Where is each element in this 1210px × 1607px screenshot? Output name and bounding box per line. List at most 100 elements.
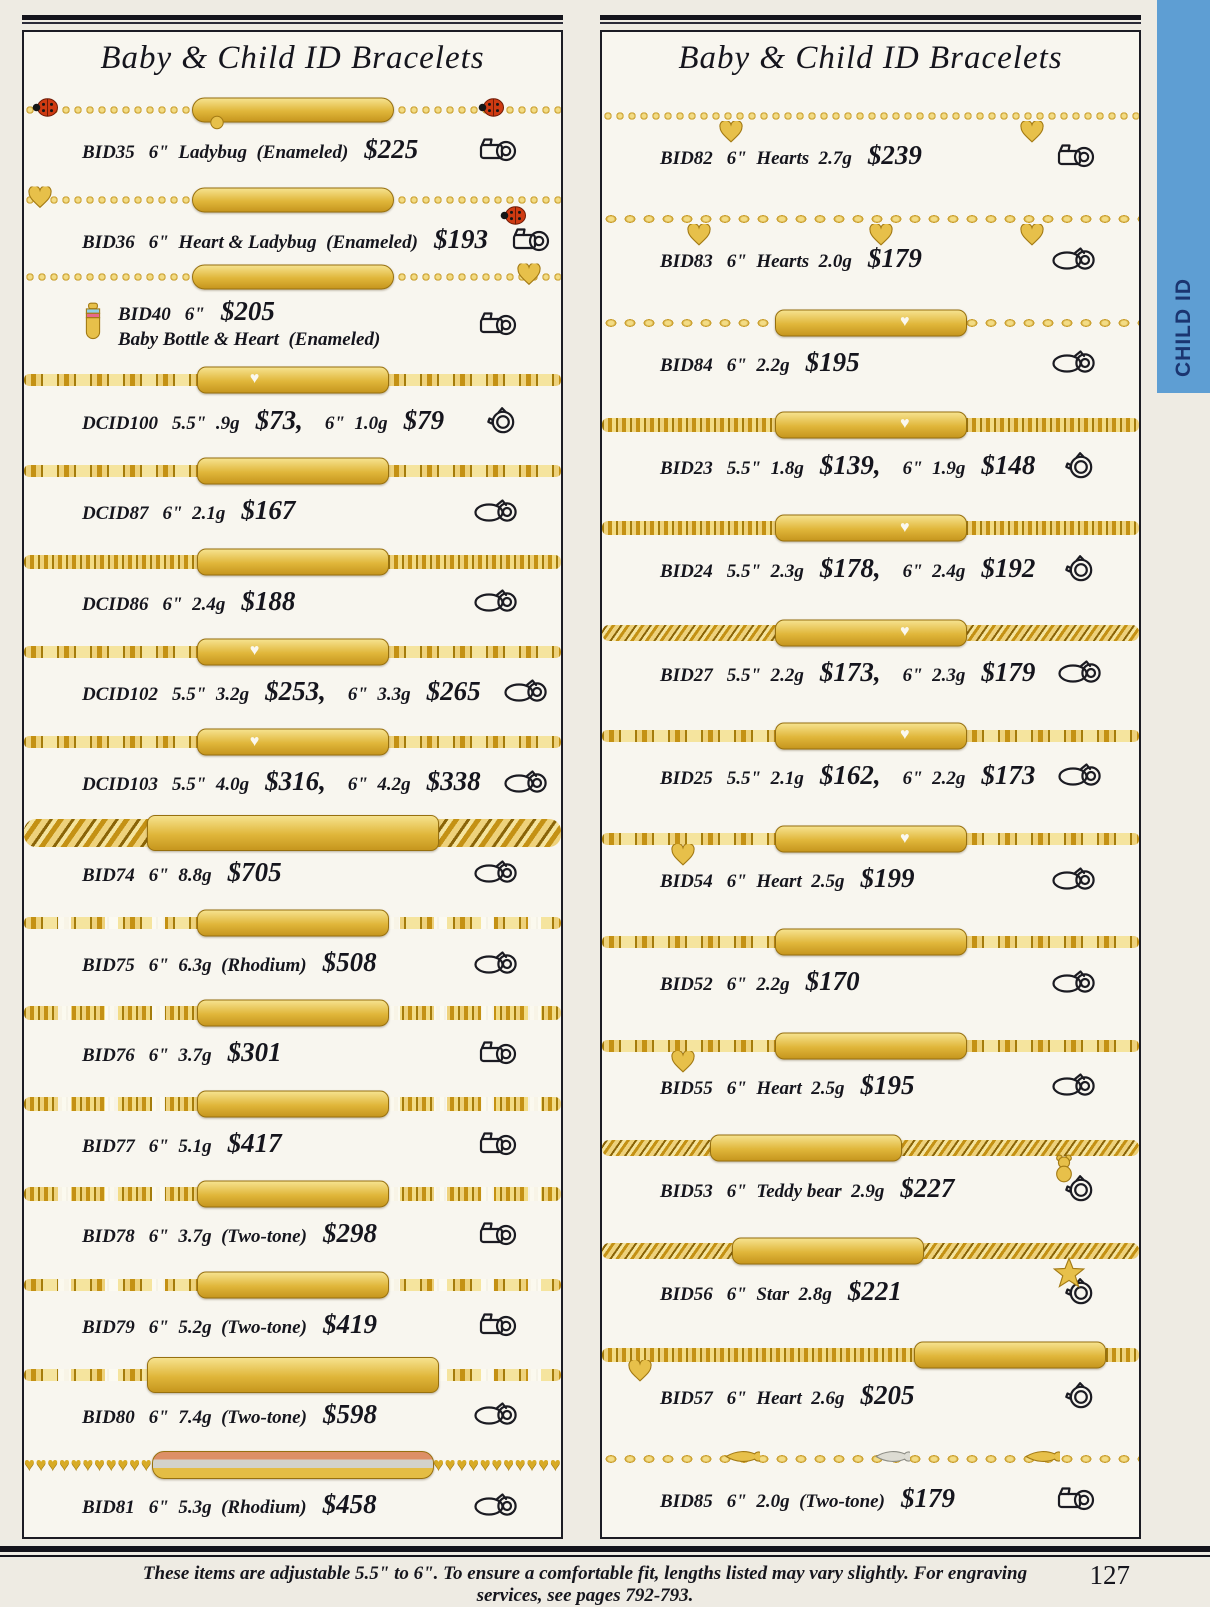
product-size-weight: 5.5" 3.2g — [172, 683, 250, 705]
footer-rule — [0, 1546, 1210, 1552]
product-photo — [602, 1126, 1139, 1183]
caption-line: BID35 6" Ladybug (Enameled) $225 — [82, 134, 440, 165]
product-photo: ♥ — [602, 817, 1139, 866]
product-code: BID24 — [660, 561, 713, 583]
id-plate — [146, 814, 439, 851]
product-item: BID40 6" $205 Baby Bottle & Heart (Enameled… — [24, 262, 561, 352]
product-price: $188 — [241, 585, 296, 616]
teddy-charm — [1054, 1153, 1074, 1188]
product-photo — [24, 811, 561, 855]
product-price: $298 — [322, 1218, 377, 1249]
product-price-2: $192 — [981, 553, 1036, 584]
camera-icon — [1051, 1071, 1097, 1099]
caption-line: BID85 6" 2.0g (Two-tone) $179 — [660, 1483, 977, 1514]
catalog-panel-right: Baby & Child ID Bracelets BID82 6" Hearts… — [600, 30, 1141, 1539]
heart-charm — [670, 842, 695, 871]
product-code: DCID86 — [82, 593, 149, 615]
product-price: $178, — [819, 553, 881, 584]
caption-line: BID74 6" 8.8g $705 — [82, 857, 304, 888]
caption-line: BID81 6" 5.3g (Rhodium) $458 — [82, 1489, 399, 1520]
product-caption: DCID87 6" 2.1g $167 — [24, 493, 561, 526]
id-plate: ♥ — [774, 514, 967, 542]
product-size-weight: 6" 2.2g — [726, 354, 790, 376]
id-plate — [196, 548, 389, 576]
product-caption: BID53 6" Teddy bear 2.9g $227 — [602, 1170, 1139, 1205]
ring-icon — [1064, 552, 1097, 585]
id-plate — [731, 1237, 924, 1265]
product-price: $458 — [322, 1489, 377, 1520]
product-code: BID56 — [660, 1284, 713, 1306]
id-plate: ♥ — [774, 825, 967, 853]
product-photo — [24, 262, 561, 293]
chain-cable — [602, 213, 1139, 226]
teardrop-gold-charm — [724, 1449, 764, 1469]
heart-charm — [687, 223, 711, 251]
camera-icon — [503, 768, 549, 796]
product-code: BID35 — [82, 141, 135, 163]
product-caption: DCID100 5.5" .9g $73, 6" 1.0g $79 — [24, 402, 561, 437]
caption-line: BID54 6" Heart 2.5g $199 — [660, 863, 936, 894]
product-code: BID55 — [660, 1077, 713, 1099]
id-plate — [191, 187, 394, 213]
product-caption: BID36 6" Heart & Ladybug (Enameled) $193 — [24, 222, 561, 255]
product-item: BID57 6" Heart 2.6g $205 — [602, 1320, 1139, 1423]
product-description: Baby Bottle & Heart (Enameled) — [118, 329, 381, 351]
product-price: $167 — [241, 495, 296, 526]
id-plate — [146, 1356, 439, 1393]
product-photo — [24, 88, 561, 132]
product-price: $199 — [860, 863, 915, 894]
product-code: BID57 — [660, 1387, 713, 1409]
product-price-2: $179 — [981, 656, 1036, 687]
camera-icon — [473, 1400, 519, 1428]
product-code: BID77 — [82, 1135, 135, 1157]
product-item: BID53 6" Teddy bear 2.9g $227 — [602, 1114, 1139, 1217]
product-size-weight: 6" 3.7g — [148, 1045, 212, 1067]
id-plate — [196, 909, 389, 937]
camera-icon — [477, 1218, 519, 1249]
product-caption: DCID102 5.5" 3.2g $253, 6" 3.3g $265 — [24, 674, 561, 707]
product-photo: ♥ — [24, 630, 561, 674]
product-caption: DCID86 6" 2.4g $188 — [24, 584, 561, 617]
caption-line: BID24 5.5" 2.3g $178, 6" 2.4g $192 — [660, 553, 1057, 584]
product-photo — [24, 1172, 561, 1216]
product-caption: BID54 6" Heart 2.5g $199 — [602, 861, 1139, 894]
id-plate — [191, 97, 394, 123]
caption-line: BID36 6" Heart & Ladybug (Enameled) $193 — [82, 224, 510, 255]
product-code: BID84 — [660, 354, 713, 376]
side-tab-child-id: CHILD ID — [1157, 0, 1210, 393]
product-caption: BID52 6" 2.2g $170 — [602, 964, 1139, 997]
caption-line: BID55 6" Heart 2.5g $195 — [660, 1070, 936, 1101]
teardrop-gold-charm — [1024, 1449, 1064, 1469]
top-rule-left — [22, 15, 563, 25]
product-code: BID80 — [82, 1406, 135, 1428]
product-item: ♥ DCID102 5.5" 3.2g $253, 6" 3.3g $265 — [24, 623, 561, 713]
product-photo: ♥ — [602, 506, 1139, 550]
product-photo: ♥ — [602, 301, 1139, 345]
product-code: BID25 — [660, 767, 713, 789]
camera-icon — [473, 858, 519, 886]
product-size-weight: 6" Heart 2.6g — [726, 1387, 845, 1409]
product-price: $419 — [322, 1308, 377, 1339]
caption-line: BID75 6" 6.3g (Rhodium) $508 — [82, 947, 399, 978]
product-price: $417 — [227, 1127, 282, 1158]
product-size-weight: 6" 3.7g (Two-tone) — [148, 1226, 307, 1248]
camera-icon — [473, 1491, 519, 1519]
product-item: ♥ BID24 5.5" 2.3g $178, 6" 2.4g $192 — [602, 494, 1139, 597]
product-size-weight: 5.5" 2.1g — [726, 767, 804, 789]
product-photo: ♥ — [24, 358, 561, 402]
id-plate — [191, 264, 394, 290]
product-caption: BID76 6" 3.7g $301 — [24, 1035, 561, 1068]
camera-icon — [1051, 968, 1097, 996]
ring-icon — [1064, 449, 1097, 482]
camera-icon — [1057, 761, 1103, 789]
product-size-weight: 5.5" 2.2g — [726, 664, 804, 686]
product-code: BID82 — [660, 148, 713, 170]
product-price: $253, — [265, 675, 326, 706]
id-plate: ♥ — [774, 309, 967, 337]
id-plate — [151, 1451, 434, 1480]
camera-icon — [510, 224, 552, 255]
product-price-2: $173 — [981, 759, 1036, 790]
heart-cutout: ♥ — [249, 642, 260, 660]
footer-note: These items are adjustable 5.5" to 6". T… — [142, 1563, 1028, 1606]
product-price: $205 — [860, 1379, 915, 1410]
